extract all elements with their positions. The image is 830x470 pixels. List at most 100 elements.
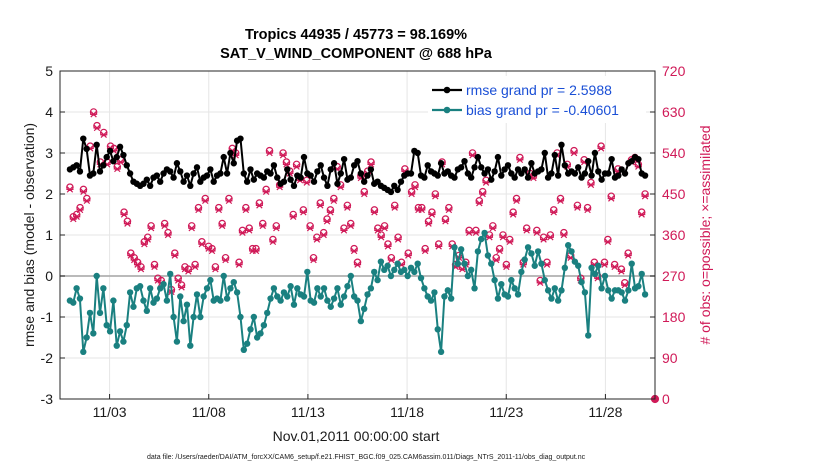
bias-point: [197, 313, 204, 321]
rmse-point: [270, 162, 278, 169]
obs-possible-marker: [350, 244, 358, 253]
x-axis-label: Nov.01,2011 00:00:00 start: [273, 428, 440, 444]
rmse-point: [588, 172, 595, 179]
y-left-tick-label: -3: [41, 391, 54, 407]
rmse-point: [605, 170, 612, 177]
obs-assimilated-marker: [208, 247, 216, 255]
obs-assimilated-marker: [66, 186, 74, 193]
rmse-point: [421, 174, 428, 181]
obs-possible-marker: [242, 203, 250, 212]
obs-possible-marker: [556, 194, 565, 203]
bias-point: [638, 270, 645, 278]
obs-possible-marker: [546, 231, 555, 239]
obs-assimilated-marker: [556, 197, 565, 205]
rmse-point: [457, 164, 465, 171]
obs-possible-marker: [330, 194, 338, 203]
rmse-point: [364, 172, 371, 179]
rmse-point: [237, 135, 244, 142]
obs-assimilated-marker: [194, 206, 203, 214]
obs-possible-marker: [417, 203, 426, 212]
obs-possible-marker: [478, 187, 487, 196]
obs-assimilated-marker: [188, 224, 196, 232]
rmse-point: [347, 174, 355, 181]
rmse-point: [96, 168, 104, 175]
bias-point: [538, 260, 545, 267]
obs-possible-marker: [604, 235, 612, 244]
bias-point: [73, 285, 80, 292]
obs-possible-marker: [123, 217, 132, 226]
rmse-point: [561, 162, 569, 169]
obs-assimilated-marker: [289, 213, 297, 221]
bias-point: [317, 293, 324, 300]
bias-point: [354, 297, 361, 304]
obs-assimilated-marker: [130, 256, 138, 264]
obs-assimilated-marker: [546, 234, 554, 241]
obs-possible-marker: [495, 244, 504, 253]
bias-point: [531, 262, 538, 269]
obs-possible-marker: [272, 222, 281, 230]
obs-assimilated-marker: [272, 224, 280, 232]
bias-point: [551, 285, 558, 292]
obs-assimilated-marker: [198, 240, 206, 248]
bias-point: [528, 250, 535, 257]
rmse-point: [203, 172, 211, 179]
obs-assimilated-marker: [100, 131, 108, 139]
y-right-tick-label: 450: [662, 186, 686, 202]
obs-assimilated-marker: [343, 204, 351, 211]
bias-point: [414, 260, 421, 267]
x-tick-label: 11/03: [93, 404, 127, 420]
rmse-point: [357, 170, 365, 177]
bias-point: [598, 285, 605, 292]
obs-possible-marker: [407, 187, 416, 196]
obs-assimilated-marker: [269, 238, 277, 246]
rmse-point: [243, 178, 251, 185]
rmse-point: [153, 172, 161, 179]
obs-possible-marker: [221, 253, 230, 262]
bias-point: [140, 297, 147, 304]
obs-assimilated-marker: [573, 204, 582, 211]
obs-assimilated-marker: [133, 261, 142, 268]
legend-bias-label: bias grand pr = -0.40601: [466, 102, 619, 118]
bias-point: [625, 287, 632, 294]
obs-possible-marker: [255, 199, 264, 207]
obs-assimilated-marker: [127, 252, 135, 259]
obs-assimilated-marker: [479, 190, 487, 198]
bias-point: [534, 248, 542, 255]
obs-possible-marker: [404, 249, 413, 258]
obs-assimilated-marker: [391, 204, 399, 211]
obs-assimilated-marker: [560, 231, 568, 239]
bias-point: [374, 276, 381, 284]
bias-point: [173, 338, 181, 345]
obs-assimilated-marker: [607, 195, 615, 202]
rmse-point: [157, 178, 164, 185]
obs-assimilated-marker: [408, 190, 416, 198]
obs-possible-marker: [377, 231, 385, 239]
obs-assimilated-marker: [211, 265, 219, 273]
x-tick-label: 11/13: [291, 404, 325, 420]
obs-assimilated-marker: [238, 229, 247, 236]
obs-assimilated-marker: [147, 224, 155, 232]
bias-point: [441, 293, 448, 300]
obs-possible-marker: [160, 219, 169, 228]
obs-assimilated-marker: [499, 234, 507, 241]
rmse-point: [575, 164, 582, 171]
rmse-point: [324, 182, 331, 189]
obs-possible-marker: [218, 219, 226, 228]
obs-assimilated-marker: [225, 197, 233, 205]
obs-possible-marker: [475, 197, 484, 205]
rmse-point: [250, 176, 258, 183]
obs-possible-marker: [323, 215, 331, 223]
rmse-point: [424, 162, 431, 169]
obs-assimilated-marker: [523, 227, 531, 234]
obs-assimilated-marker: [509, 211, 517, 218]
bias-point: [364, 291, 371, 298]
obs-assimilated-marker: [428, 211, 436, 218]
rmse-point: [223, 170, 231, 177]
obs-assimilated-marker: [611, 263, 619, 271]
rmse-point: [280, 178, 288, 185]
obs-possible-marker: [533, 226, 541, 235]
bias-point: [167, 270, 174, 278]
obs-possible-marker: [380, 222, 389, 230]
y-right-tick-label: 540: [662, 145, 686, 161]
obs-possible-marker: [262, 185, 270, 194]
